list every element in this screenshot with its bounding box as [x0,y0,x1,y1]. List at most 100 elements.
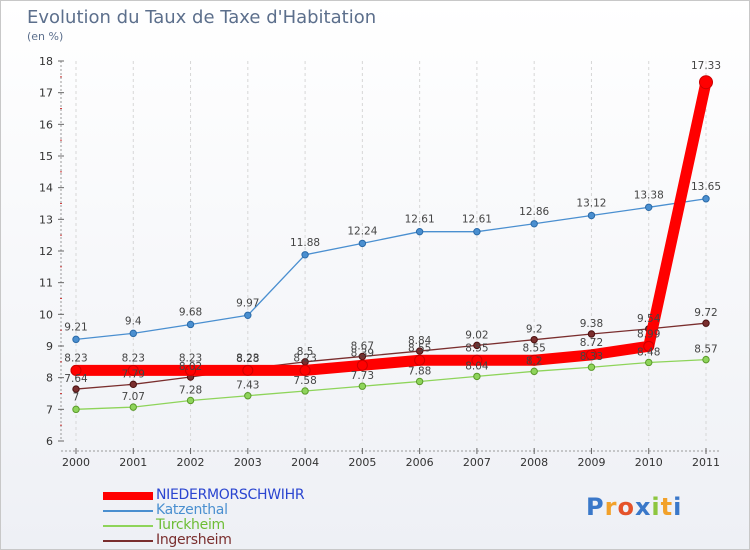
legend-swatch [103,492,153,500]
data-point [129,403,137,411]
x-tick-label: 2000 [62,456,90,469]
data-point [244,392,252,400]
legend-swatch [103,540,153,542]
data-label: 8.23 [236,352,259,364]
data-point [473,227,481,236]
data-label: 7.88 [408,365,431,377]
legend-label: Turckheim [156,517,225,533]
data-label: 7.73 [351,370,374,382]
data-point [415,377,424,386]
data-point [414,354,426,366]
series-line-niedermorschwihr [70,76,712,376]
logo-letter: i [651,493,661,521]
data-point [244,311,252,319]
data-label: 9.2 [526,324,543,336]
data-label: 8.23 [179,352,202,364]
y-tick-label: 16 [39,118,53,131]
data-point [530,220,538,228]
data-point [643,340,655,352]
logo-letter: t [660,493,674,521]
chart-title: Evolution du Taux de Taxe d'Habitation [27,7,377,28]
data-point [645,358,653,367]
data-label: 8.55 [408,342,431,354]
data-point [72,335,80,344]
data-point [358,382,367,390]
x-tick-label: 2009 [577,456,605,469]
data-label: 7.79 [122,368,145,380]
data-label: 12.61 [405,214,435,226]
data-label: 8.02 [179,361,202,373]
data-label: 8.55 [465,342,488,354]
axes: 6 7 8 9 10 11 12 13 14 15 16 17 18 2000 2001 2002 2003 20… [39,55,721,469]
data-label: 9.72 [694,307,717,319]
x-tick-label: 2003 [234,456,262,469]
data-label: 9.68 [179,306,202,318]
data-point [415,227,424,236]
series-line-katzenthal [75,198,707,341]
y-tick-label: 6 [46,435,53,448]
data-point [587,211,596,220]
logo-letter: x [634,493,652,521]
data-label: 11.88 [290,237,320,249]
data-label: 13.12 [576,198,606,210]
chart-subtitle: (en %) [27,30,64,43]
x-tick-label: 2006 [406,456,434,469]
logo-letter: o [617,493,635,521]
data-label: 7.07 [122,391,145,403]
data-point [186,396,195,405]
data-point [186,320,195,329]
legend-swatch [103,510,153,512]
data-point [415,347,424,355]
x-tick-label: 2011 [692,456,720,469]
data-label: 7 [73,391,80,403]
x-tick-label: 2004 [291,456,319,469]
data-point [129,380,137,389]
data-label: 8.23 [64,352,87,364]
data-point [473,372,481,381]
data-point [301,251,309,259]
data-label: 8.57 [694,344,717,356]
data-label: 9.02 [465,329,488,341]
data-label: 8.55 [522,342,545,354]
data-label: 9.54 [637,313,661,325]
data-label: 13.65 [691,181,721,193]
data-point [645,203,653,212]
data-point [587,330,596,338]
x-tick-label: 2002 [177,456,205,469]
data-label: 7.58 [293,375,316,387]
data-point [587,363,596,371]
data-point [699,75,713,90]
series-line-ingersheim [75,322,707,390]
data-label: 9.21 [64,321,87,333]
y-tick-label: 13 [39,213,53,226]
data-label: 7.43 [236,380,259,392]
y-tick-label: 8 [46,372,53,385]
x-tick-label: 2005 [348,456,376,469]
data-label: 9.38 [580,318,603,330]
data-labels: 8.23 8.23 8.23 8.23 8.23 8.39 8.55 8.55 8.55 8.72… [64,60,721,403]
data-point [358,352,367,361]
x-tick-label: 2010 [635,456,663,469]
logo-letter: P [586,493,605,521]
data-point [702,355,710,364]
x-tick-label: 2007 [463,456,491,469]
data-label: 8.84 [408,335,432,347]
y-tick-label: 7 [46,403,53,416]
y-tick-label: 14 [39,182,53,195]
data-point [185,364,197,376]
data-label: 17.33 [691,60,721,72]
data-label: 8.2 [526,355,543,367]
series-line-turckheim [75,358,707,410]
data-point [72,405,80,414]
y-tick-label: 18 [39,55,53,68]
y-tick-label: 17 [39,87,53,100]
data-point [530,335,538,344]
data-label: 8.33 [580,351,603,363]
y-tick-label: 9 [46,340,53,353]
data-label: 7.64 [64,373,88,385]
data-point [356,359,368,371]
data-point [70,364,82,376]
legend-swatch [103,525,153,527]
